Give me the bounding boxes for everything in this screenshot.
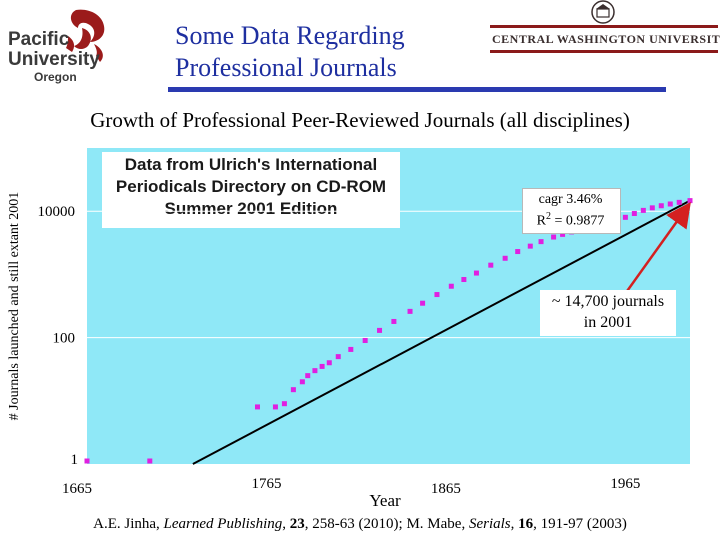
fit-cagr-label: cagr 3.46% [538,192,603,207]
data-point-1836 [391,318,397,324]
y-tick-10000: 10000 [38,204,76,220]
data-point-1788 [305,373,311,379]
citation-journal2: Serials [468,516,511,532]
logo-line-university: University [8,49,100,70]
data-point-1898 [502,255,508,261]
x-tick-1865: 1865 [431,481,461,497]
citation-vol2: 16 [518,516,534,532]
annotation-arrow [623,201,691,295]
data-point-2001 [687,198,693,204]
cwu-rule-top [490,25,718,28]
data-point-1760 [254,404,260,410]
cwu-rule-bottom [490,50,718,53]
cwu-seal-icon [591,0,615,24]
source-note: Data from Ulrich's International Periodi… [102,154,400,220]
data-point-1905 [515,249,521,255]
citation-sep1: , [282,516,290,532]
data-point-1700 [147,458,153,464]
data-point-1820 [362,337,368,343]
data-point-1845 [407,308,413,314]
data-point-1930 [560,231,566,237]
fit-line [192,199,691,465]
x-tick-1965: 1965 [610,476,640,492]
source-note-line3: Summer 2001 Edition [164,199,338,218]
data-point-1800 [326,360,332,366]
data-point-1875 [461,277,467,283]
fit-stats-box [522,188,621,234]
data-point-1970 [631,210,637,216]
slide-title: Some Data Regarding Professional Journal… [175,20,405,84]
data-point-1805 [335,354,341,360]
data-point-1812 [348,346,354,352]
data-point-1882 [473,270,479,276]
logo-line-pacific: Pacific [8,29,70,50]
data-point-1785 [299,379,305,385]
x-tick-1665: 1665 [62,481,92,497]
data-point-1965 [622,214,628,220]
x-axis-label: Year [369,491,401,510]
data-point-1780 [290,387,296,393]
citation-journal1: Learned Publishing [163,516,283,532]
x-tick-1765: 1765 [251,476,281,492]
citation-vol1: 23 [289,516,305,532]
data-point-1925 [551,234,557,240]
annotation-line2: in 2001 [583,314,633,331]
data-point-1995 [676,199,682,205]
data-point-1980 [649,205,655,211]
data-point-1860 [434,292,440,298]
data-point-1912 [527,243,533,249]
slide-title-line2: Professional Journals [175,53,397,82]
y-tick-1: 1 [71,452,79,468]
data-point-1792 [312,368,318,374]
chart-title: Growth of Professional Peer-Reviewed Jou… [90,108,630,132]
data-point-1796 [319,363,325,369]
source-note-box [102,152,400,228]
data-point-1918 [538,239,544,245]
cwu-logo-name: CENTRAL WASHINGTON UNIVERSITY [492,32,720,46]
data-point-1890 [488,262,494,268]
data-point-1868 [448,283,454,289]
data-point-1665 [84,458,90,464]
citation-sep2: , [510,516,519,532]
logo-line-oregon: Oregon [34,70,77,84]
data-point-1990 [667,201,673,207]
data-point-1828 [377,327,383,333]
citation: A.E. Jinha, Learned Publishing, 23, 258-… [0,516,720,533]
fit-r2-label: R2 = 0.9877 [536,211,605,229]
annotation-line1: ~ 14,700 journals [551,293,665,310]
source-note-line1: Data from Ulrich's International [124,155,378,174]
data-point-1985 [658,203,664,209]
citation-pages1: , 258-63 (2010); M. Mabe, [304,516,469,532]
slide-title-line1: Some Data Regarding [175,21,405,50]
data-point-1775 [281,401,287,407]
source-note-line2: Periodicals Directory on CD-ROM [115,177,387,196]
annotation-box [540,290,676,336]
pacific-university-logo [66,9,105,62]
citation-pages2: , 191-97 (2003) [533,516,627,532]
data-point-1770 [272,404,278,410]
data-point-1975 [640,207,646,213]
y-tick-100: 100 [53,331,76,347]
pacific-university-name: Pacific University Oregon [8,29,100,85]
data-point-1852 [420,300,426,306]
citation-author: A.E. Jinha, [93,516,164,532]
title-underline [168,87,666,92]
